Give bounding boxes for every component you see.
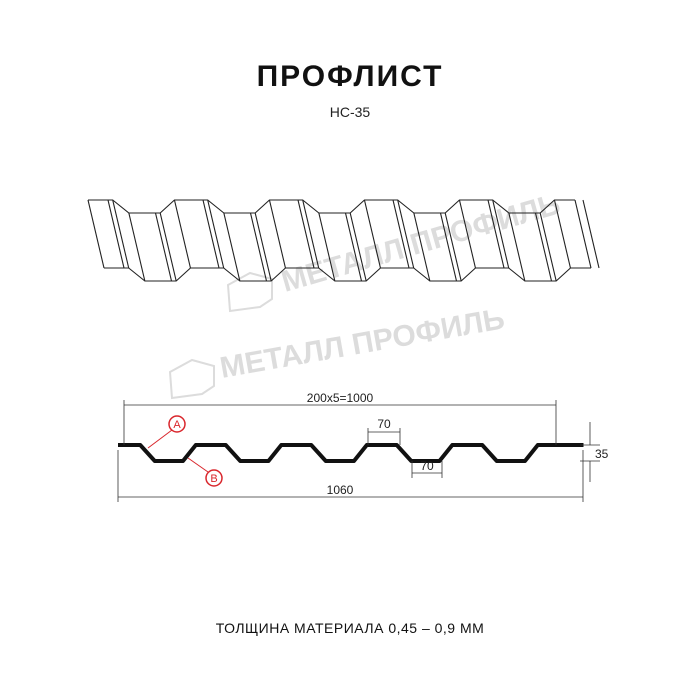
sheet-fold-line (458, 199, 476, 269)
sheet-rib-line (154, 212, 173, 282)
sheet-rib-line (249, 212, 268, 282)
sheet-edge (104, 267, 591, 282)
sheet-fold-line (268, 199, 286, 269)
sheet-fold-line (349, 212, 367, 282)
sheet-fold-line (302, 199, 320, 269)
dim-height: 35 (595, 447, 609, 461)
sheet-fold-line (128, 212, 146, 282)
sheet-fold-line (112, 199, 130, 269)
profile-model: НС-35 (329, 104, 371, 120)
sheet-fold-line (397, 199, 415, 269)
dim-top-flat: 70 (377, 417, 391, 431)
svg-text:A: A (173, 419, 181, 431)
sheet-fold-line (254, 212, 272, 282)
sheet-rib-line (439, 212, 458, 282)
sheet-rib-line (107, 199, 125, 269)
sheet-rib-line (534, 212, 553, 282)
sheet-fold-line (159, 212, 177, 282)
svg-text:МЕТАЛЛ ПРОФИЛЬ: МЕТАЛЛ ПРОФИЛЬ (217, 302, 507, 385)
sheet-fold-line (574, 199, 592, 269)
svg-text:B: B (210, 473, 217, 485)
material-thickness: ТОЛЩИНА МАТЕРИАЛА 0,45 – 0,9 ММ (215, 620, 485, 636)
dim-full-width: 1060 (327, 483, 354, 497)
sheet-fold-line (508, 212, 526, 282)
sheet-edge (88, 199, 575, 214)
page-title: ПРОФЛИСТ (256, 60, 444, 93)
callout-b: B (187, 457, 223, 487)
sheet-rib-line (202, 199, 220, 269)
sheet-fold-line (363, 199, 381, 269)
sheet-rib-line (344, 212, 363, 282)
watermark-logo-bottom: МЕТАЛЛ ПРОФИЛЬ (168, 302, 507, 400)
watermark-logo-top: МЕТАЛЛ ПРОФИЛЬ (226, 188, 564, 313)
sheet-rib-line (392, 199, 410, 269)
dim-pitch-total: 200x5=1000 (307, 391, 374, 405)
sheet-fold-line (318, 212, 336, 282)
callout-a: A (147, 415, 186, 449)
sheet-fold-line (492, 199, 510, 269)
section-profile (118, 443, 584, 463)
sheet-fold-line (413, 212, 431, 282)
sheet-fold-line (207, 199, 225, 269)
sheet-fold-line (223, 212, 241, 282)
dim-bottom-flat: 70 (420, 459, 434, 473)
sheet-fold-line (173, 199, 191, 269)
sheet-fold-line (444, 212, 462, 282)
sheet-fold-line (553, 199, 571, 269)
isometric-sheet (87, 199, 600, 282)
sheet-fold-line (539, 212, 557, 282)
sheet-rib-line (297, 199, 315, 269)
sheet-fold-line (87, 199, 105, 269)
sheet-rib-line (582, 199, 600, 269)
dimension-lines (117, 400, 600, 502)
sheet-rib-line (487, 199, 505, 269)
